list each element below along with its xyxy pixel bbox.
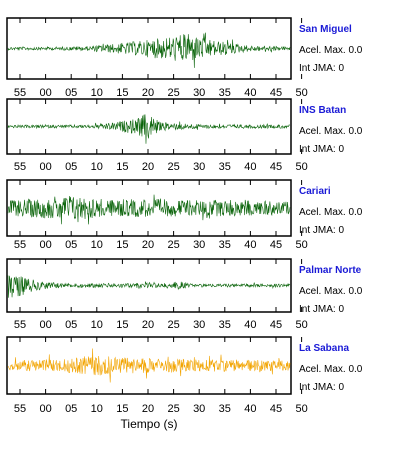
station-panel-1: 55 00 05 10 15 20 25 30 35 40 45 50 INS Batan Acel. M… [6, 98, 363, 173]
station-panel-4: 55 00 05 10 15 20 25 30 35 40 45 50 La Sabana Acel. M… [6, 336, 363, 415]
x-tick-label: 15 [116, 87, 128, 99]
jma-intensity-label: Int JMA: 0 [299, 225, 344, 236]
x-tick-label: 45 [270, 161, 282, 173]
jma-intensity-label: Int JMA: 0 [299, 382, 344, 393]
peak-acceleration-label: Acel. Max. 0.0 [299, 364, 363, 375]
waveform-trace [7, 275, 291, 298]
peak-acceleration-label: Acel. Max. 0.0 [299, 286, 363, 297]
plot-frame [6, 17, 292, 80]
x-tick-label: 10 [91, 319, 103, 331]
x-tick-label: 55 [14, 319, 26, 331]
x-tick-label: 55 [14, 87, 26, 99]
x-tick-label: 15 [116, 239, 128, 251]
x-tick-label: 15 [116, 319, 128, 331]
x-tick-label: 50 [295, 87, 307, 99]
x-tick-label: 45 [270, 319, 282, 331]
x-tick-label: 20 [142, 319, 154, 331]
x-tick-label: 00 [39, 87, 51, 99]
x-tick-label: 45 [270, 87, 282, 99]
x-tick-label: 35 [219, 87, 231, 99]
station-name: Cariari [299, 186, 331, 197]
x-tick-label: 30 [193, 239, 205, 251]
station-panel-2: 55 00 05 10 15 20 25 30 35 40 45 50 Cariari Acel. Max… [6, 179, 363, 251]
x-tick-label: 05 [65, 319, 77, 331]
x-tick-label: 50 [295, 403, 307, 415]
jma-intensity-label: Int JMA: 0 [299, 144, 344, 155]
x-tick-label: 20 [142, 403, 154, 415]
x-tick-label: 55 [14, 239, 26, 251]
x-tick-label: 50 [295, 319, 307, 331]
x-tick-label: 05 [65, 403, 77, 415]
x-tick-label: 40 [244, 403, 256, 415]
x-tick-label: 30 [193, 161, 205, 173]
x-tick-label: 10 [91, 403, 103, 415]
x-tick-label: 00 [39, 239, 51, 251]
x-tick-label: 20 [142, 239, 154, 251]
jma-intensity-label: Int JMA: 0 [299, 63, 344, 74]
x-axis-title: Tiempo (s) [121, 417, 178, 431]
x-tick-label: 40 [244, 161, 256, 173]
x-tick-label: 00 [39, 403, 51, 415]
x-tick-label: 10 [91, 87, 103, 99]
x-tick-label: 35 [219, 319, 231, 331]
x-tick-label: 20 [142, 87, 154, 99]
x-tick-label: 15 [116, 403, 128, 415]
station-name: La Sabana [299, 343, 349, 354]
x-tick-label: 40 [244, 87, 256, 99]
x-tick-label: 00 [39, 319, 51, 331]
waveform-trace [7, 194, 291, 225]
x-tick-label: 15 [116, 161, 128, 173]
x-tick-label: 50 [295, 161, 307, 173]
x-tick-label: 35 [219, 403, 231, 415]
x-tick-label: 25 [167, 161, 179, 173]
x-tick-label: 40 [244, 239, 256, 251]
plot-frame [6, 179, 292, 237]
x-tick-label: 25 [167, 319, 179, 331]
peak-acceleration-label: Acel. Max. 0.0 [299, 45, 363, 56]
waveform-trace [7, 348, 291, 383]
x-tick-label: 40 [244, 319, 256, 331]
x-tick-label: 00 [39, 161, 51, 173]
x-tick-label: 55 [14, 403, 26, 415]
jma-intensity-label: Int JMA: 0 [299, 304, 344, 315]
station-name: Palmar Norte [299, 265, 362, 276]
x-tick-label: 30 [193, 403, 205, 415]
peak-acceleration-label: Acel. Max. 0.0 [299, 207, 363, 218]
x-tick-label: 45 [270, 239, 282, 251]
station-panel-3: 55 00 05 10 15 20 25 30 35 40 45 50 Palmar Norte Acel… [6, 258, 363, 331]
x-tick-label: 10 [91, 161, 103, 173]
x-tick-label: 25 [167, 403, 179, 415]
x-tick-label: 05 [65, 239, 77, 251]
waveform-trace [7, 114, 291, 144]
waveform-trace [7, 32, 291, 68]
plot-frame [6, 336, 292, 395]
station-panel-0: 55 00 05 10 15 20 25 30 35 40 45 50 San Miguel Acel. … [6, 17, 363, 99]
plot-frame [6, 258, 292, 313]
x-tick-label: 30 [193, 87, 205, 99]
x-tick-label: 05 [65, 87, 77, 99]
x-tick-label: 25 [167, 87, 179, 99]
x-tick-label: 05 [65, 161, 77, 173]
x-tick-label: 55 [14, 161, 26, 173]
station-name: San Miguel [299, 24, 352, 35]
x-tick-label: 50 [295, 239, 307, 251]
x-tick-label: 10 [91, 239, 103, 251]
x-tick-label: 35 [219, 239, 231, 251]
plot-frame [6, 98, 292, 155]
x-tick-label: 30 [193, 319, 205, 331]
x-tick-label: 45 [270, 403, 282, 415]
station-name: INS Batan [299, 105, 346, 116]
peak-acceleration-label: Acel. Max. 0.0 [299, 126, 363, 137]
x-tick-label: 20 [142, 161, 154, 173]
x-tick-label: 25 [167, 239, 179, 251]
x-tick-label: 35 [219, 161, 231, 173]
